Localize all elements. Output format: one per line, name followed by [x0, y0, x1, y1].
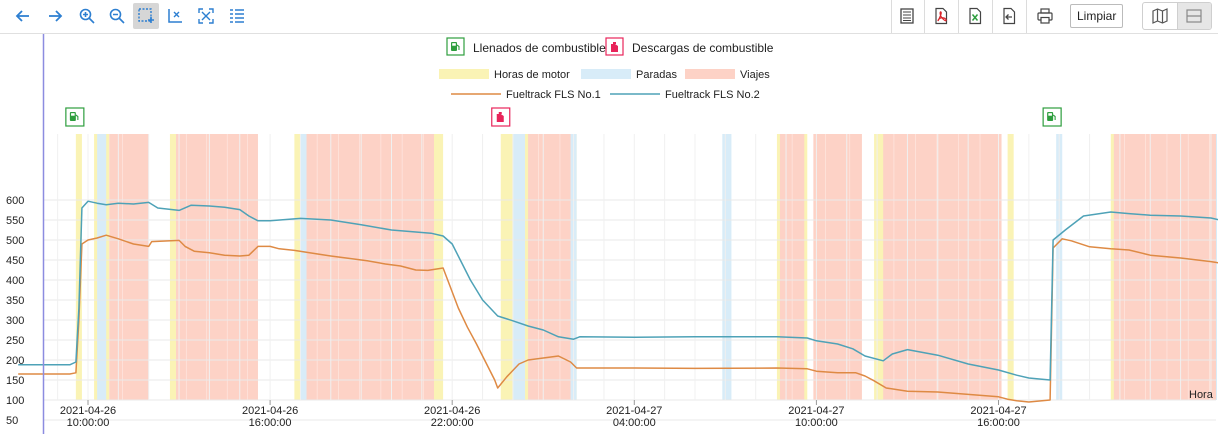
zoom-in-icon[interactable]: [74, 3, 100, 29]
document-icon[interactable]: [894, 3, 920, 29]
legend-drain-label: Descargas de combustible: [632, 41, 774, 55]
x-tick-time: 04:00:00: [613, 417, 656, 429]
x-axis-label: Hora: [1189, 389, 1214, 401]
y-tick-label: 100: [6, 395, 24, 407]
fuel-fill-marker: [65, 107, 85, 127]
fuel-pump-hose: [1052, 114, 1056, 120]
grid-layer: [43, 134, 1216, 421]
y-tick-label: 400: [6, 275, 24, 287]
y-tick-label: 450: [6, 255, 24, 267]
trip-band: [528, 134, 571, 400]
x-tick-time: 16:00:00: [249, 417, 292, 429]
print-icon[interactable]: [1032, 3, 1058, 29]
trip-band: [109, 134, 149, 400]
x-tick-time: 22:00:00: [431, 417, 474, 429]
trip-band: [176, 134, 258, 400]
fuel-can-icon: [611, 42, 618, 52]
x-tick-date: 2021-04-26: [424, 405, 480, 417]
x-tick-time: 10:00:00: [67, 417, 110, 429]
series-line: [18, 234, 1218, 403]
arrow-right-icon[interactable]: [42, 3, 68, 29]
trip-band: [883, 134, 1002, 400]
series-layer: [18, 200, 1218, 403]
x-tick-time: 16:00:00: [977, 417, 1020, 429]
trip-band: [1113, 134, 1216, 400]
x-tick-date: 2021-04-27: [970, 405, 1026, 417]
y-tick-label: 250: [6, 335, 24, 347]
legend-fls2-label: Fueltrack FLS No.2: [665, 89, 760, 101]
pdf-icon[interactable]: [928, 3, 954, 29]
y-tick-label: 350: [6, 295, 24, 307]
engine-band: [1007, 134, 1014, 400]
fuel-fill-marker: [1042, 107, 1062, 127]
fit-screen-icon[interactable]: [193, 3, 219, 29]
x-tick-date: 2021-04-27: [788, 405, 844, 417]
fuel-chart[interactable]: Llenados de combustible Descargas de com…: [0, 34, 1218, 434]
fuel-pump-hose: [75, 114, 79, 120]
x-tick-date: 2021-04-26: [242, 405, 298, 417]
trip-band: [813, 134, 862, 400]
y-tick-label: 300: [6, 315, 24, 327]
legend-engine-label: Horas de motor: [494, 69, 570, 81]
fuel-can-icon: [496, 114, 504, 122]
fuel-pump-window: [1048, 113, 1052, 116]
toolbar-separator: [958, 0, 959, 33]
toolbar-separator: [891, 0, 892, 33]
reset-axis-icon[interactable]: [162, 3, 188, 29]
trip-band: [306, 134, 434, 400]
legend-stops-label: Paradas: [636, 69, 677, 81]
fuel-pump-window: [71, 113, 75, 116]
toolbar-separator: [1026, 0, 1027, 33]
y-tick-label: 600: [6, 195, 24, 207]
legend-fill-events[interactable]: Llenados de combustible: [446, 37, 606, 56]
legend-fls1[interactable]: Fueltrack FLS No.1: [451, 89, 601, 101]
view-toggle-group: [1142, 2, 1212, 30]
zoom-out-icon[interactable]: [104, 3, 130, 29]
x-tick-date: 2021-04-27: [606, 405, 662, 417]
legend-stops[interactable]: Paradas: [581, 69, 677, 81]
legend-trips[interactable]: Viajes: [685, 69, 770, 81]
legend-drain-events[interactable]: Descargas de combustible: [605, 37, 774, 56]
legend-stops-swatch: [581, 69, 631, 79]
toolbar-separator: [924, 0, 925, 33]
y-tick-label: 550: [6, 215, 24, 227]
engine-band: [75, 134, 82, 400]
legend-engine-swatch: [439, 69, 489, 79]
export-icon[interactable]: [996, 3, 1022, 29]
stop-band: [1216, 134, 1217, 400]
map-icon[interactable]: [1143, 3, 1177, 29]
split-view-icon[interactable]: [1176, 3, 1211, 29]
legend-trips-label: Viajes: [740, 69, 770, 81]
fuel-drain-marker: [491, 107, 511, 127]
legend-fls1-label: Fueltrack FLS No.1: [506, 89, 601, 101]
excel-icon[interactable]: [962, 3, 988, 29]
y-tick-label: 200: [6, 355, 24, 367]
arrow-left-icon[interactable]: [10, 3, 36, 29]
stop-band: [97, 134, 107, 400]
list-icon[interactable]: [224, 3, 250, 29]
stop-band: [722, 134, 732, 400]
x-tick-date: 2021-04-26: [60, 405, 116, 417]
y-tick-label: 500: [6, 235, 24, 247]
clear-button[interactable]: Limpiar: [1070, 4, 1124, 28]
fuel-can-cap: [498, 112, 502, 114]
legend-engine-hours[interactable]: Horas de motor: [439, 69, 570, 81]
fuel-pump-icon: [451, 42, 460, 51]
axes-layer: 50 100 150 200 250 300 350 400 450 500 550 600 2021-…: [6, 195, 1027, 429]
legend-trips-swatch: [685, 69, 735, 79]
legend-fill-label: Llenados de combustible: [473, 41, 606, 55]
toolbar-separator: [992, 0, 993, 33]
y-tick-label: 50: [6, 415, 18, 427]
toolbar: Limpiar: [0, 0, 1218, 34]
x-tick-time: 10:00:00: [795, 417, 838, 429]
y-tick-label: 150: [6, 375, 24, 387]
event-markers: [65, 107, 1062, 127]
series-line: [18, 200, 1218, 381]
zoom-select-icon[interactable]: [133, 3, 159, 29]
legend-fls2[interactable]: Fueltrack FLS No.2: [610, 89, 760, 101]
